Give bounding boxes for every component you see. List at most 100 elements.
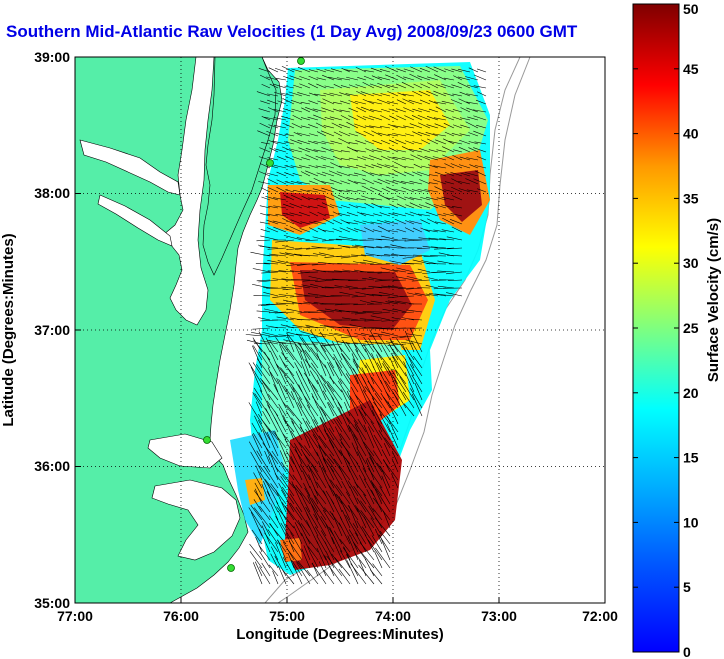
velocity-arrow — [313, 220, 327, 225]
velocity-arrow — [339, 310, 359, 313]
velocity-arrow — [465, 178, 479, 185]
velocity-arrow — [396, 99, 407, 105]
velocity-arrow — [295, 371, 303, 385]
velocity-arrow — [417, 268, 431, 273]
velocity-arrow — [299, 351, 311, 377]
velocity-arrow — [410, 66, 423, 73]
velocity-arrow — [403, 361, 415, 385]
velocity-arrow — [302, 279, 319, 282]
velocity-arrow — [250, 511, 263, 537]
velocity-arrow — [360, 407, 375, 425]
velocity-arrow — [350, 563, 367, 585]
velocity-arrow — [332, 155, 343, 161]
velocity-arrow — [298, 369, 311, 393]
velocity-arrow — [364, 227, 375, 233]
velocity-arrow — [387, 133, 399, 137]
velocity-arrow — [292, 325, 311, 329]
velocity-arrow — [360, 333, 375, 337]
velocity-arrow — [307, 189, 319, 193]
velocity-arrow — [313, 114, 327, 121]
velocity-arrow — [401, 317, 415, 321]
velocity-arrow — [262, 332, 279, 337]
velocity-arrow — [441, 100, 455, 105]
velocity-arrow — [337, 401, 351, 425]
velocity-arrow — [385, 415, 399, 433]
velocity-arrow — [434, 74, 447, 81]
velocity-arrow — [421, 165, 431, 169]
velocity-arrow — [405, 220, 415, 225]
velocity-arrow — [248, 362, 263, 385]
velocity-arrow — [436, 197, 447, 201]
velocity-arrow — [428, 149, 439, 153]
pamlico-sound — [151, 479, 241, 561]
velocity-arrow — [376, 362, 391, 385]
velocity-arrow — [473, 115, 487, 121]
velocity-arrow — [341, 480, 351, 497]
velocity-arrow — [396, 228, 407, 233]
velocity-arrow — [402, 98, 415, 105]
velocity-arrow — [346, 559, 359, 585]
velocity-arrow — [340, 205, 351, 209]
velocity-arrow — [318, 461, 327, 481]
velocity-arrow — [351, 442, 359, 457]
velocity-arrow — [333, 353, 343, 369]
station-marker — [203, 436, 211, 444]
velocity-arrow — [259, 389, 271, 409]
velocity-arrow — [359, 318, 375, 321]
velocity-arrow — [267, 339, 287, 345]
velocity-arrow — [342, 547, 359, 569]
velocity-arrow — [258, 420, 271, 441]
velocity-arrow — [395, 276, 415, 281]
velocity-arrow — [413, 83, 423, 89]
velocity-arrow — [311, 341, 327, 345]
velocity-arrow — [380, 93, 391, 97]
velocity-arrow — [384, 437, 399, 457]
velocity-arrow — [308, 100, 319, 105]
velocity-arrow — [301, 337, 319, 361]
velocity-arrow — [364, 293, 383, 297]
velocity-arrow — [309, 133, 319, 137]
velocity-arrow — [394, 389, 407, 409]
velocity-arrow — [260, 228, 271, 233]
velocity-arrow — [269, 371, 279, 385]
velocity-arrow — [414, 292, 431, 297]
velocity-arrow — [275, 515, 287, 537]
velocity-arrow — [316, 535, 327, 553]
velocity-arrow — [362, 376, 375, 401]
velocity-arrow — [476, 124, 487, 129]
velocity-arrow — [358, 474, 367, 489]
velocity-arrow — [275, 132, 287, 137]
velocity-arrow — [403, 107, 415, 113]
velocity-arrow — [272, 278, 287, 281]
velocity-arrow — [388, 139, 399, 145]
velocity-arrow — [305, 170, 319, 177]
velocity-arrow — [360, 510, 375, 529]
velocity-arrow — [404, 140, 415, 145]
velocity-arrow — [317, 444, 335, 465]
velocity-arrow — [258, 351, 271, 369]
velocity-arrow — [405, 204, 415, 209]
velocity-arrow — [292, 474, 303, 489]
velocity-arrow — [309, 486, 319, 505]
velocity-arrow — [370, 186, 383, 193]
velocity-arrow — [252, 327, 271, 330]
velocity-arrow — [473, 147, 487, 153]
velocity-arrow — [374, 517, 391, 537]
velocity-arrow — [321, 187, 335, 193]
velocity-arrow — [288, 148, 303, 153]
velocity-arrow — [331, 537, 343, 561]
velocity-arrow — [285, 189, 295, 193]
velocity-arrow — [370, 67, 383, 73]
velocity-arrow — [316, 309, 335, 313]
velocity-arrow — [382, 510, 391, 529]
velocity-arrow — [476, 156, 487, 161]
velocity-arrow — [329, 376, 343, 393]
velocity-arrow — [268, 124, 279, 129]
colorbar-tick-label: 20 — [683, 385, 699, 401]
velocity-arrow — [323, 383, 335, 401]
velocity-arrow — [334, 332, 351, 337]
velocity-arrow — [466, 107, 479, 113]
velocity-arrow — [452, 93, 463, 97]
velocity-arrow — [391, 317, 407, 321]
velocity-arrow — [363, 516, 375, 537]
